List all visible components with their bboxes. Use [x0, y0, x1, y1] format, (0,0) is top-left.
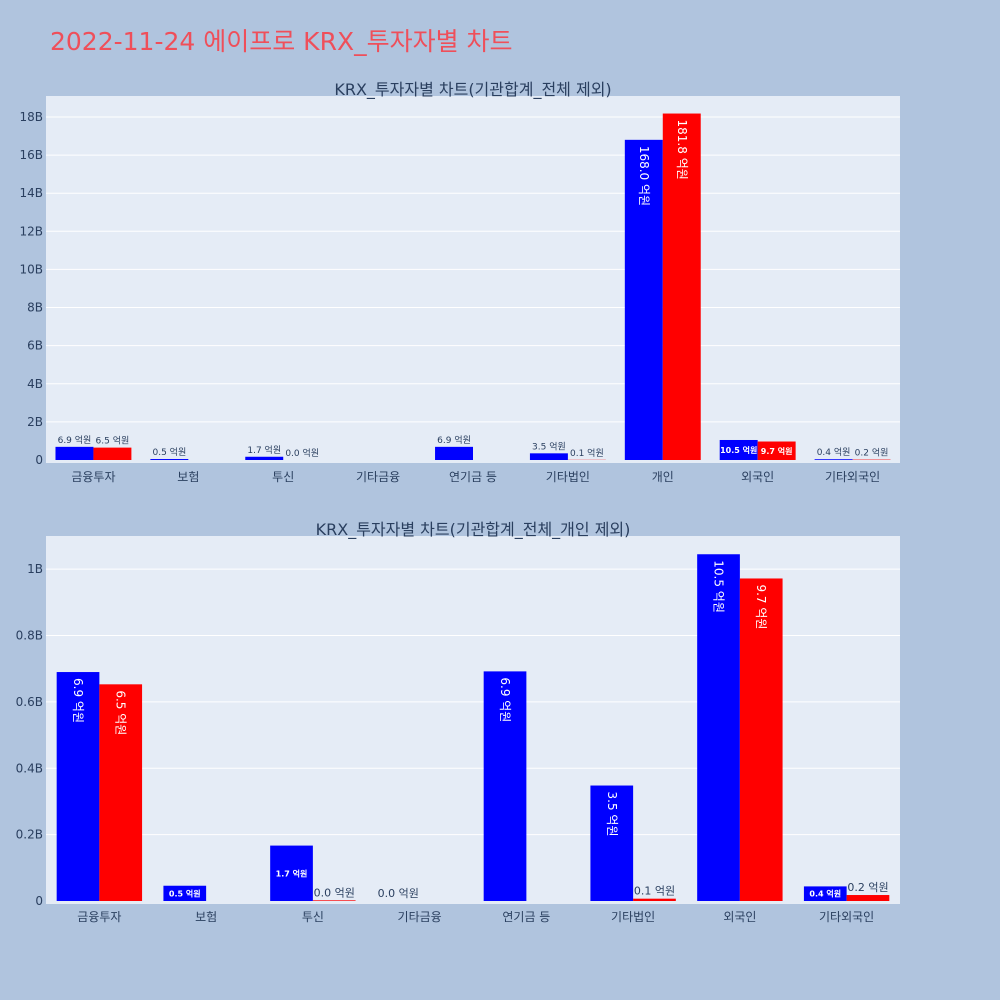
bar-value-label: 6.9 억원 — [58, 434, 92, 446]
sell-bar — [846, 895, 890, 901]
y-tick-label: 1B — [27, 562, 43, 576]
bar-value-label: 10.5 억원 — [712, 560, 726, 613]
buy-bar — [697, 554, 740, 901]
bar-value-label: 3.5 억원 — [532, 440, 566, 452]
x-tick-label: 보험 — [195, 910, 217, 924]
buy-bar — [56, 672, 100, 901]
sell-bar — [312, 900, 356, 901]
y-tick-label: 4B — [27, 377, 43, 391]
page-title: 2022-11-24 에이프로 KRX_투자자별 차트 — [50, 27, 513, 56]
x-tick-label: 투신 — [272, 470, 294, 484]
y-tick-label: 8B — [27, 301, 43, 315]
buy-bar — [150, 459, 189, 460]
y-tick-label: 16B — [19, 148, 43, 162]
bar-value-label: 9.7 억원 — [754, 584, 768, 629]
plot-area — [46, 96, 900, 463]
bar-value-label: 0.4 억원 — [817, 446, 851, 458]
bar-value-label: 0.2 억원 — [855, 447, 889, 459]
y-tick-label: 18B — [19, 110, 43, 124]
sell-bar — [633, 898, 676, 901]
bar-value-label: 0.5 억원 — [152, 446, 186, 458]
buy-bar — [624, 139, 663, 460]
x-tick-label: 기타금융 — [356, 470, 400, 484]
bar-value-label: 0.0 억원 — [378, 887, 419, 900]
y-tick-label: 14B — [19, 186, 43, 200]
buy-bar — [590, 785, 634, 901]
bar-value-label: 6.9 억원 — [437, 434, 471, 446]
x-tick-label: 연기금 등 — [449, 470, 497, 484]
y-tick-label: 0.8B — [16, 629, 43, 643]
y-tick-label: 12B — [19, 224, 43, 238]
bar-value-label: 181.8 억원 — [675, 120, 689, 180]
sell-bar — [739, 578, 783, 901]
chart-title: KRX_투자자별 차트(기관합계_전체 제외) — [334, 80, 611, 100]
x-tick-label: 금융투자 — [77, 910, 121, 924]
y-tick-label: 0.2B — [16, 828, 43, 842]
y-tick-label: 2B — [27, 415, 43, 429]
x-tick-label: 금융투자 — [71, 470, 115, 484]
x-tick-label: 연기금 등 — [502, 910, 550, 924]
buy-bar — [270, 845, 313, 901]
bar-value-label: 0.0 억원 — [314, 886, 355, 899]
bar-value-label: 0.1 억원 — [634, 885, 675, 898]
bar-value-label: 9.7 억원 — [761, 446, 793, 456]
buy-bar — [803, 886, 847, 901]
bar-value-label: 1.7 억원 — [276, 868, 308, 878]
bar-value-label: 3.5 억원 — [605, 792, 619, 837]
y-tick-label: 6B — [27, 339, 43, 353]
x-tick-label: 기타외국인 — [819, 910, 874, 924]
y-tick-label: 10B — [19, 262, 43, 276]
bar-value-label: 0.5 억원 — [169, 888, 201, 898]
x-tick-label: 기타외국인 — [825, 470, 880, 484]
y-tick-label: 0.6B — [16, 695, 43, 709]
bar-value-label: 0.4 억원 — [809, 889, 841, 899]
buy-bar — [55, 446, 94, 460]
x-tick-label: 기타법인 — [546, 470, 590, 484]
y-tick-label: 0 — [35, 453, 43, 467]
sell-bar — [662, 113, 701, 460]
y-tick-label: 0 — [35, 894, 43, 908]
buy-bar — [529, 453, 568, 460]
chart-title: KRX_투자자별 차트(기관합계_전체_개인 제외) — [316, 520, 631, 540]
buy-bar — [435, 446, 473, 460]
bar-value-label: 10.5 억원 — [720, 445, 757, 455]
sell-bar — [99, 684, 143, 901]
buy-bar — [483, 671, 527, 901]
bar-value-label: 0.0 억원 — [285, 447, 319, 459]
bar-value-label: 6.5 억원 — [96, 435, 130, 447]
x-tick-label: 기타법인 — [611, 910, 655, 924]
bar-value-label: 6.9 억원 — [71, 678, 85, 723]
y-tick-label: 0.4B — [16, 761, 43, 775]
sell-bar — [93, 447, 132, 460]
bar-value-label: 1.7 억원 — [247, 444, 281, 456]
x-tick-label: 외국인 — [741, 470, 774, 484]
x-tick-label: 기타금융 — [398, 910, 442, 924]
bar-value-label: 0.1 억원 — [570, 447, 604, 459]
bar-value-label: 6.9 억원 — [498, 677, 512, 722]
buy-bar — [163, 885, 207, 901]
bar-value-label: 6.5 억원 — [114, 690, 128, 735]
x-tick-label: 개인 — [652, 470, 674, 484]
x-tick-label: 보험 — [177, 470, 199, 484]
buy-bar — [814, 459, 853, 460]
sell-bar — [757, 441, 796, 460]
x-tick-label: 투신 — [302, 910, 324, 924]
x-tick-label: 외국인 — [723, 910, 756, 924]
buy-bar — [719, 439, 758, 460]
bar-value-label: 168.0 억원 — [637, 146, 651, 206]
buy-bar — [245, 456, 284, 460]
bar-value-label: 0.2 억원 — [847, 881, 888, 894]
